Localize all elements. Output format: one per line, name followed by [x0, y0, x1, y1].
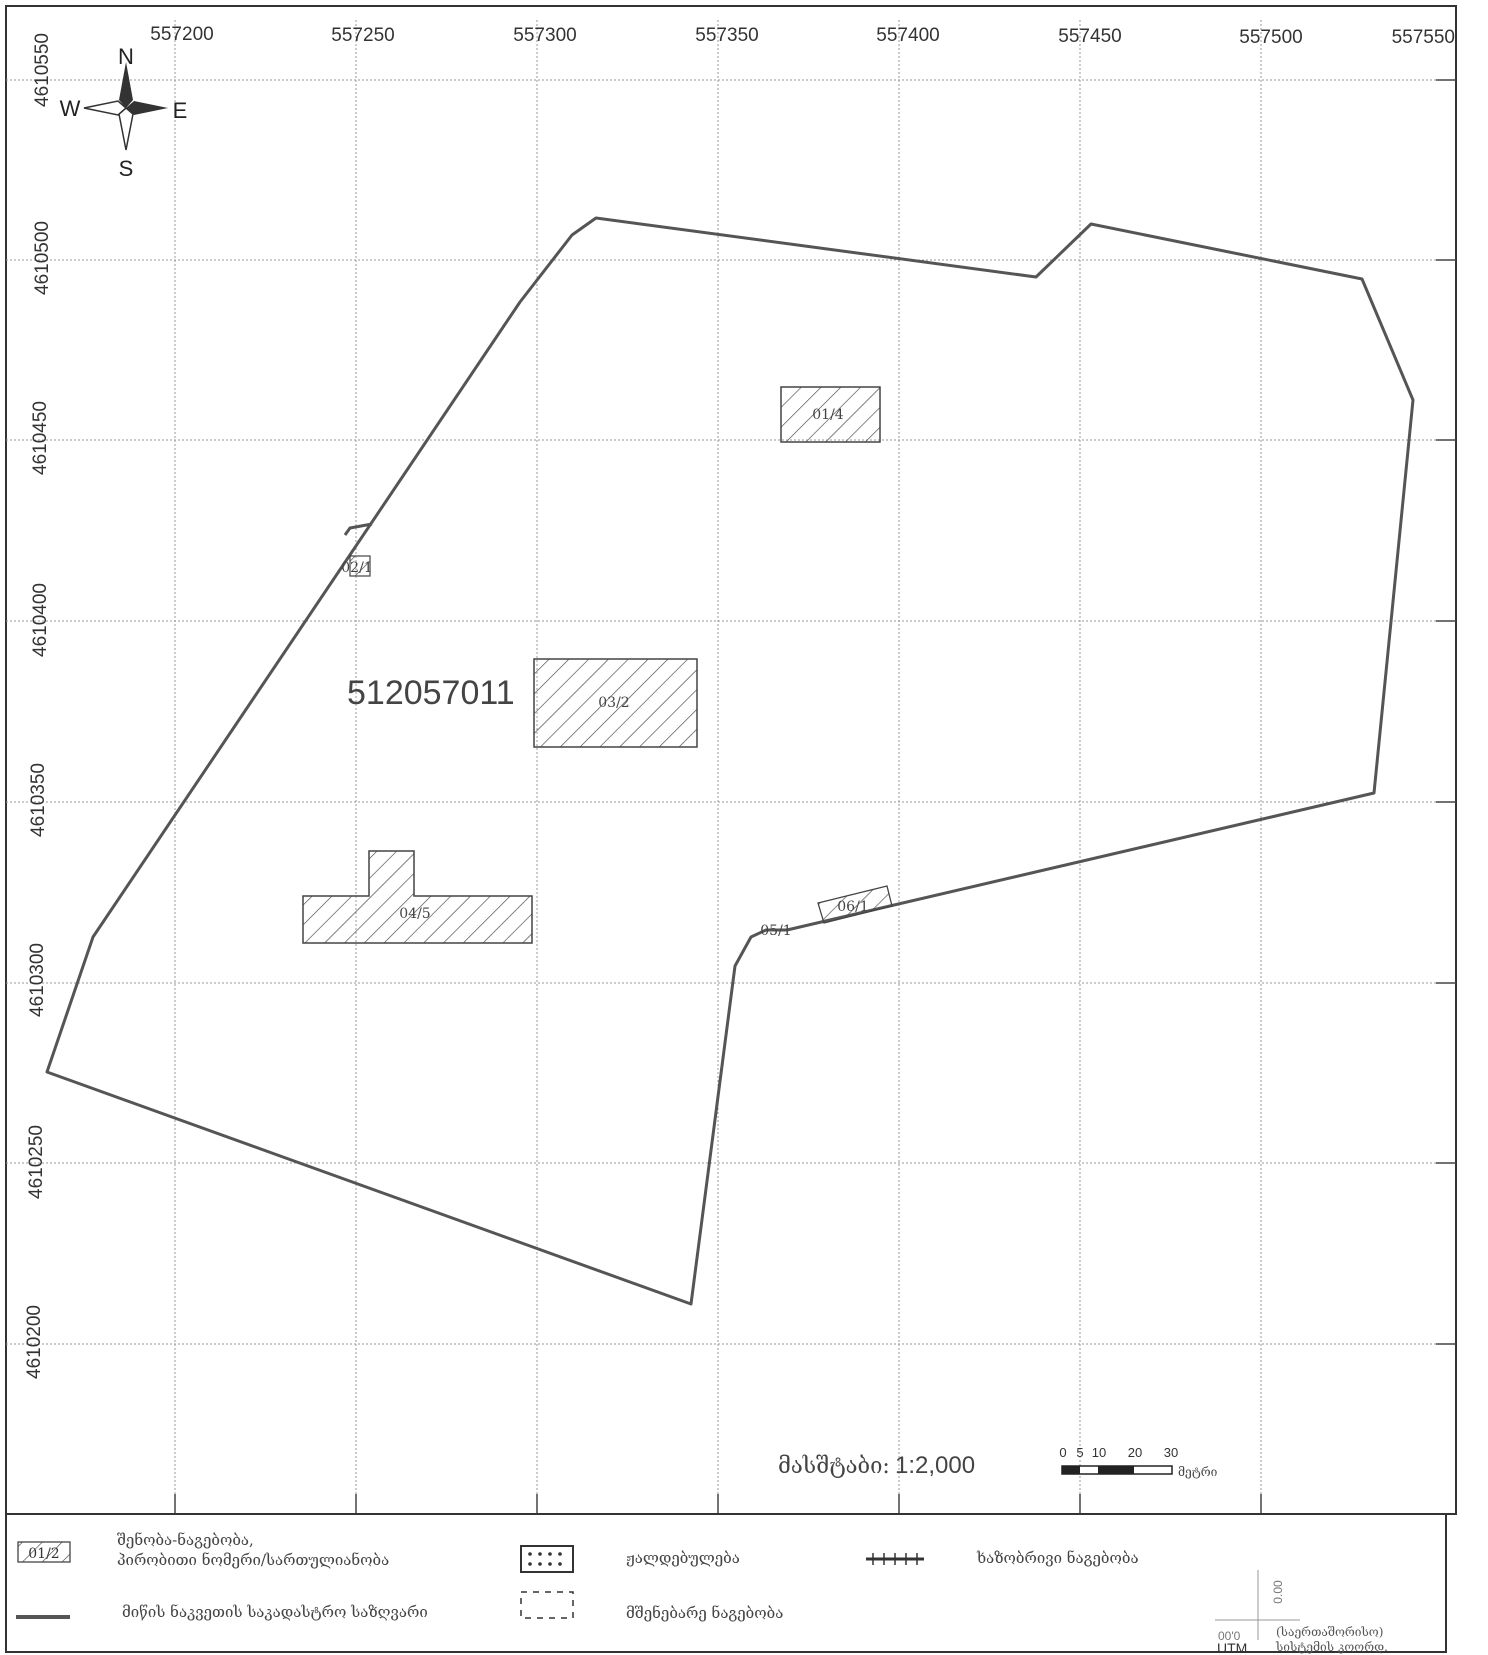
- y-tick-label: 4610400: [30, 583, 51, 657]
- building-shape: [533, 658, 698, 748]
- building-label: 06/1: [837, 899, 868, 915]
- building-03-2: 03/2: [533, 658, 698, 748]
- scale-tick: 10: [1092, 1445, 1106, 1460]
- scale-tick: 0: [1059, 1445, 1066, 1460]
- compass-needle-north: [119, 62, 133, 108]
- utm-value-h: 00'0: [1218, 1629, 1241, 1643]
- parcel-id-label: 512057011: [347, 674, 515, 712]
- y-tick-label: 4610250: [26, 1125, 47, 1199]
- building-04-5: 04/5: [302, 850, 533, 944]
- building-01-4: 01/4: [780, 386, 881, 443]
- y-tick-label: 4610550: [32, 33, 53, 107]
- scale-bar-seg: [1062, 1466, 1080, 1474]
- y-axis-labels: 4610550 4610500 4610450 4610400 4610350 …: [24, 33, 53, 1379]
- legend-boundary: მიწის ნაკვეთის საკადასტრო საზღვარი: [16, 1603, 428, 1621]
- compass-e: E: [173, 98, 188, 123]
- legend: 01/2 შენობა-ნაგებობა, პირობითი ნომერი/სა…: [5, 1513, 1447, 1655]
- y-tick-label: 4610450: [30, 401, 51, 475]
- legend-linear: ხაზობრივი ნაგებობა: [866, 1549, 1139, 1567]
- utm-value-v: 0.00: [1271, 1580, 1285, 1604]
- x-axis-labels: 557200 557250 557300 557350 557400 55745…: [150, 24, 1455, 48]
- y-tick-label: 4610500: [32, 221, 53, 295]
- utm-desc-line1: (საერთაშორისო): [1276, 1625, 1383, 1639]
- x-tick-label: 557400: [876, 25, 939, 46]
- legend-ruins: ჟალდებულება: [520, 1545, 740, 1573]
- compass-rose: N S W E: [60, 44, 188, 181]
- compass-n: N: [118, 44, 134, 69]
- legend-under-construction: მშენებარე ნაგებობა: [520, 1591, 783, 1622]
- building-02-1: 02/1: [341, 555, 373, 577]
- scale-unit: მეტრი: [1178, 1465, 1218, 1479]
- scale-label: მასშტაბი:: [778, 1454, 890, 1479]
- building-shape: [302, 850, 533, 944]
- scale-bar: [1061, 1465, 1173, 1475]
- grid-vertical-lines: [174, 20, 1262, 1514]
- map-frame: [5, 5, 1457, 1515]
- utm-desc-line2: სისტემის კოორდ.: [1275, 1640, 1388, 1654]
- x-tick-label: 557500: [1239, 27, 1302, 48]
- utm-label: UTM: [1217, 1640, 1247, 1655]
- y-tick-label: 4610300: [27, 943, 48, 1017]
- y-tick-label: 4610200: [24, 1305, 45, 1379]
- legend-under-construction-text: მშენებარე ნაგებობა: [626, 1604, 783, 1622]
- legend-building-sample: 01/2: [28, 1546, 59, 1562]
- building-label: 04/5: [399, 906, 430, 922]
- x-tick-label: 557250: [331, 25, 394, 46]
- legend-utm: 0.00 00'0 UTM (საერთაშორისო) სისტემის კო…: [1215, 1570, 1388, 1655]
- building-shape: [349, 555, 371, 577]
- legend-linear-text: ხაზობრივი ნაგებობა: [976, 1549, 1139, 1567]
- legend-building-line2: პირობითი ნომერი/სართულიანობა: [117, 1551, 389, 1569]
- compass-needle-east: [126, 101, 168, 115]
- legend-building: 01/2 შენობა-ნაგებობა, პირობითი ნომერი/სა…: [17, 1531, 389, 1569]
- scale-tick: 30: [1164, 1445, 1178, 1460]
- x-tick-label: 557300: [513, 25, 576, 46]
- legend-under-construction-swatch: [520, 1591, 574, 1619]
- legend-building-line1: შენობა-ნაგებობა,: [117, 1531, 254, 1549]
- scale-value: 1:2,000: [895, 1452, 975, 1479]
- x-tick-label: 557200: [150, 24, 213, 45]
- building-05-1: 05/1: [760, 923, 791, 939]
- building-label: 03/2: [598, 695, 629, 711]
- building-shape: [817, 885, 893, 924]
- legend-ruins-swatch: [520, 1545, 574, 1573]
- x-tick-label: 557450: [1058, 26, 1121, 47]
- building-label: 05/1: [760, 923, 791, 939]
- legend-boundary-text: მიწის ნაკვეთის საკადასტრო საზღვარი: [122, 1603, 428, 1621]
- compass-w: W: [60, 96, 81, 121]
- building-label: 02/1: [341, 560, 372, 576]
- compass-s: S: [119, 156, 134, 181]
- frame-ticks: [174, 79, 1456, 1514]
- parcel-boundary-kink: [343, 522, 373, 536]
- building-shape: [780, 386, 881, 443]
- y-tick-label: 4610350: [28, 763, 49, 837]
- legend-building-swatch: [17, 1541, 71, 1563]
- grid-horizontal-lines: [6, 79, 1456, 1345]
- x-tick-label: 557550: [1392, 27, 1455, 48]
- scale-block: მასშტაბი: 1:2,000 0 5 10 20 30 მეტრი: [778, 1445, 1218, 1479]
- building-label: 01/4: [812, 407, 844, 423]
- x-tick-label: 557350: [695, 25, 758, 46]
- building-06-1: 06/1: [817, 885, 893, 924]
- scale-tick: 20: [1128, 1445, 1142, 1460]
- scale-bar-seg: [1098, 1466, 1134, 1474]
- scale-tick: 5: [1076, 1445, 1083, 1460]
- legend-ruins-text: ჟალდებულება: [626, 1549, 740, 1567]
- parcel-boundary: [45, 216, 1415, 1306]
- legend-frame: [5, 1513, 1447, 1653]
- legend-ruins-dots: [528, 1552, 562, 1566]
